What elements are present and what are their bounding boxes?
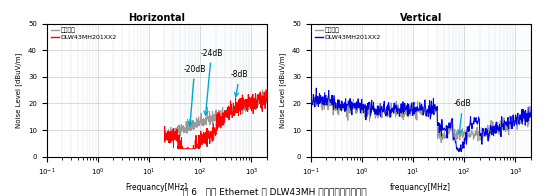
Legend: 无过滤器, DLW43MH201XX2: 无过滤器, DLW43MH201XX2 xyxy=(50,27,118,41)
X-axis label: Frequancy[MHz]: Frequancy[MHz] xyxy=(126,183,188,192)
Text: -20dB: -20dB xyxy=(184,64,206,126)
Title: Vertical: Vertical xyxy=(399,13,442,23)
Y-axis label: Noise Level [dBuV/m]: Noise Level [dBuV/m] xyxy=(280,53,287,128)
Text: -8dB: -8dB xyxy=(231,70,249,97)
Bar xyxy=(164,24,267,157)
Text: -24dB: -24dB xyxy=(200,48,223,115)
Title: Horizontal: Horizontal xyxy=(128,13,185,23)
Bar xyxy=(437,24,531,157)
X-axis label: frequancy[MHz]: frequancy[MHz] xyxy=(390,183,451,192)
Text: -6dB: -6dB xyxy=(454,99,471,134)
Text: 图 6   车载 Ethernet 中 DLW43MH 系列的噪声抑制效果: 图 6 车载 Ethernet 中 DLW43MH 系列的噪声抑制效果 xyxy=(183,187,367,196)
Y-axis label: Noise Level [dBuV/m]: Noise Level [dBuV/m] xyxy=(16,53,23,128)
Legend: 无过滤器, DLW43MH201XX2: 无过滤器, DLW43MH201XX2 xyxy=(314,27,382,41)
